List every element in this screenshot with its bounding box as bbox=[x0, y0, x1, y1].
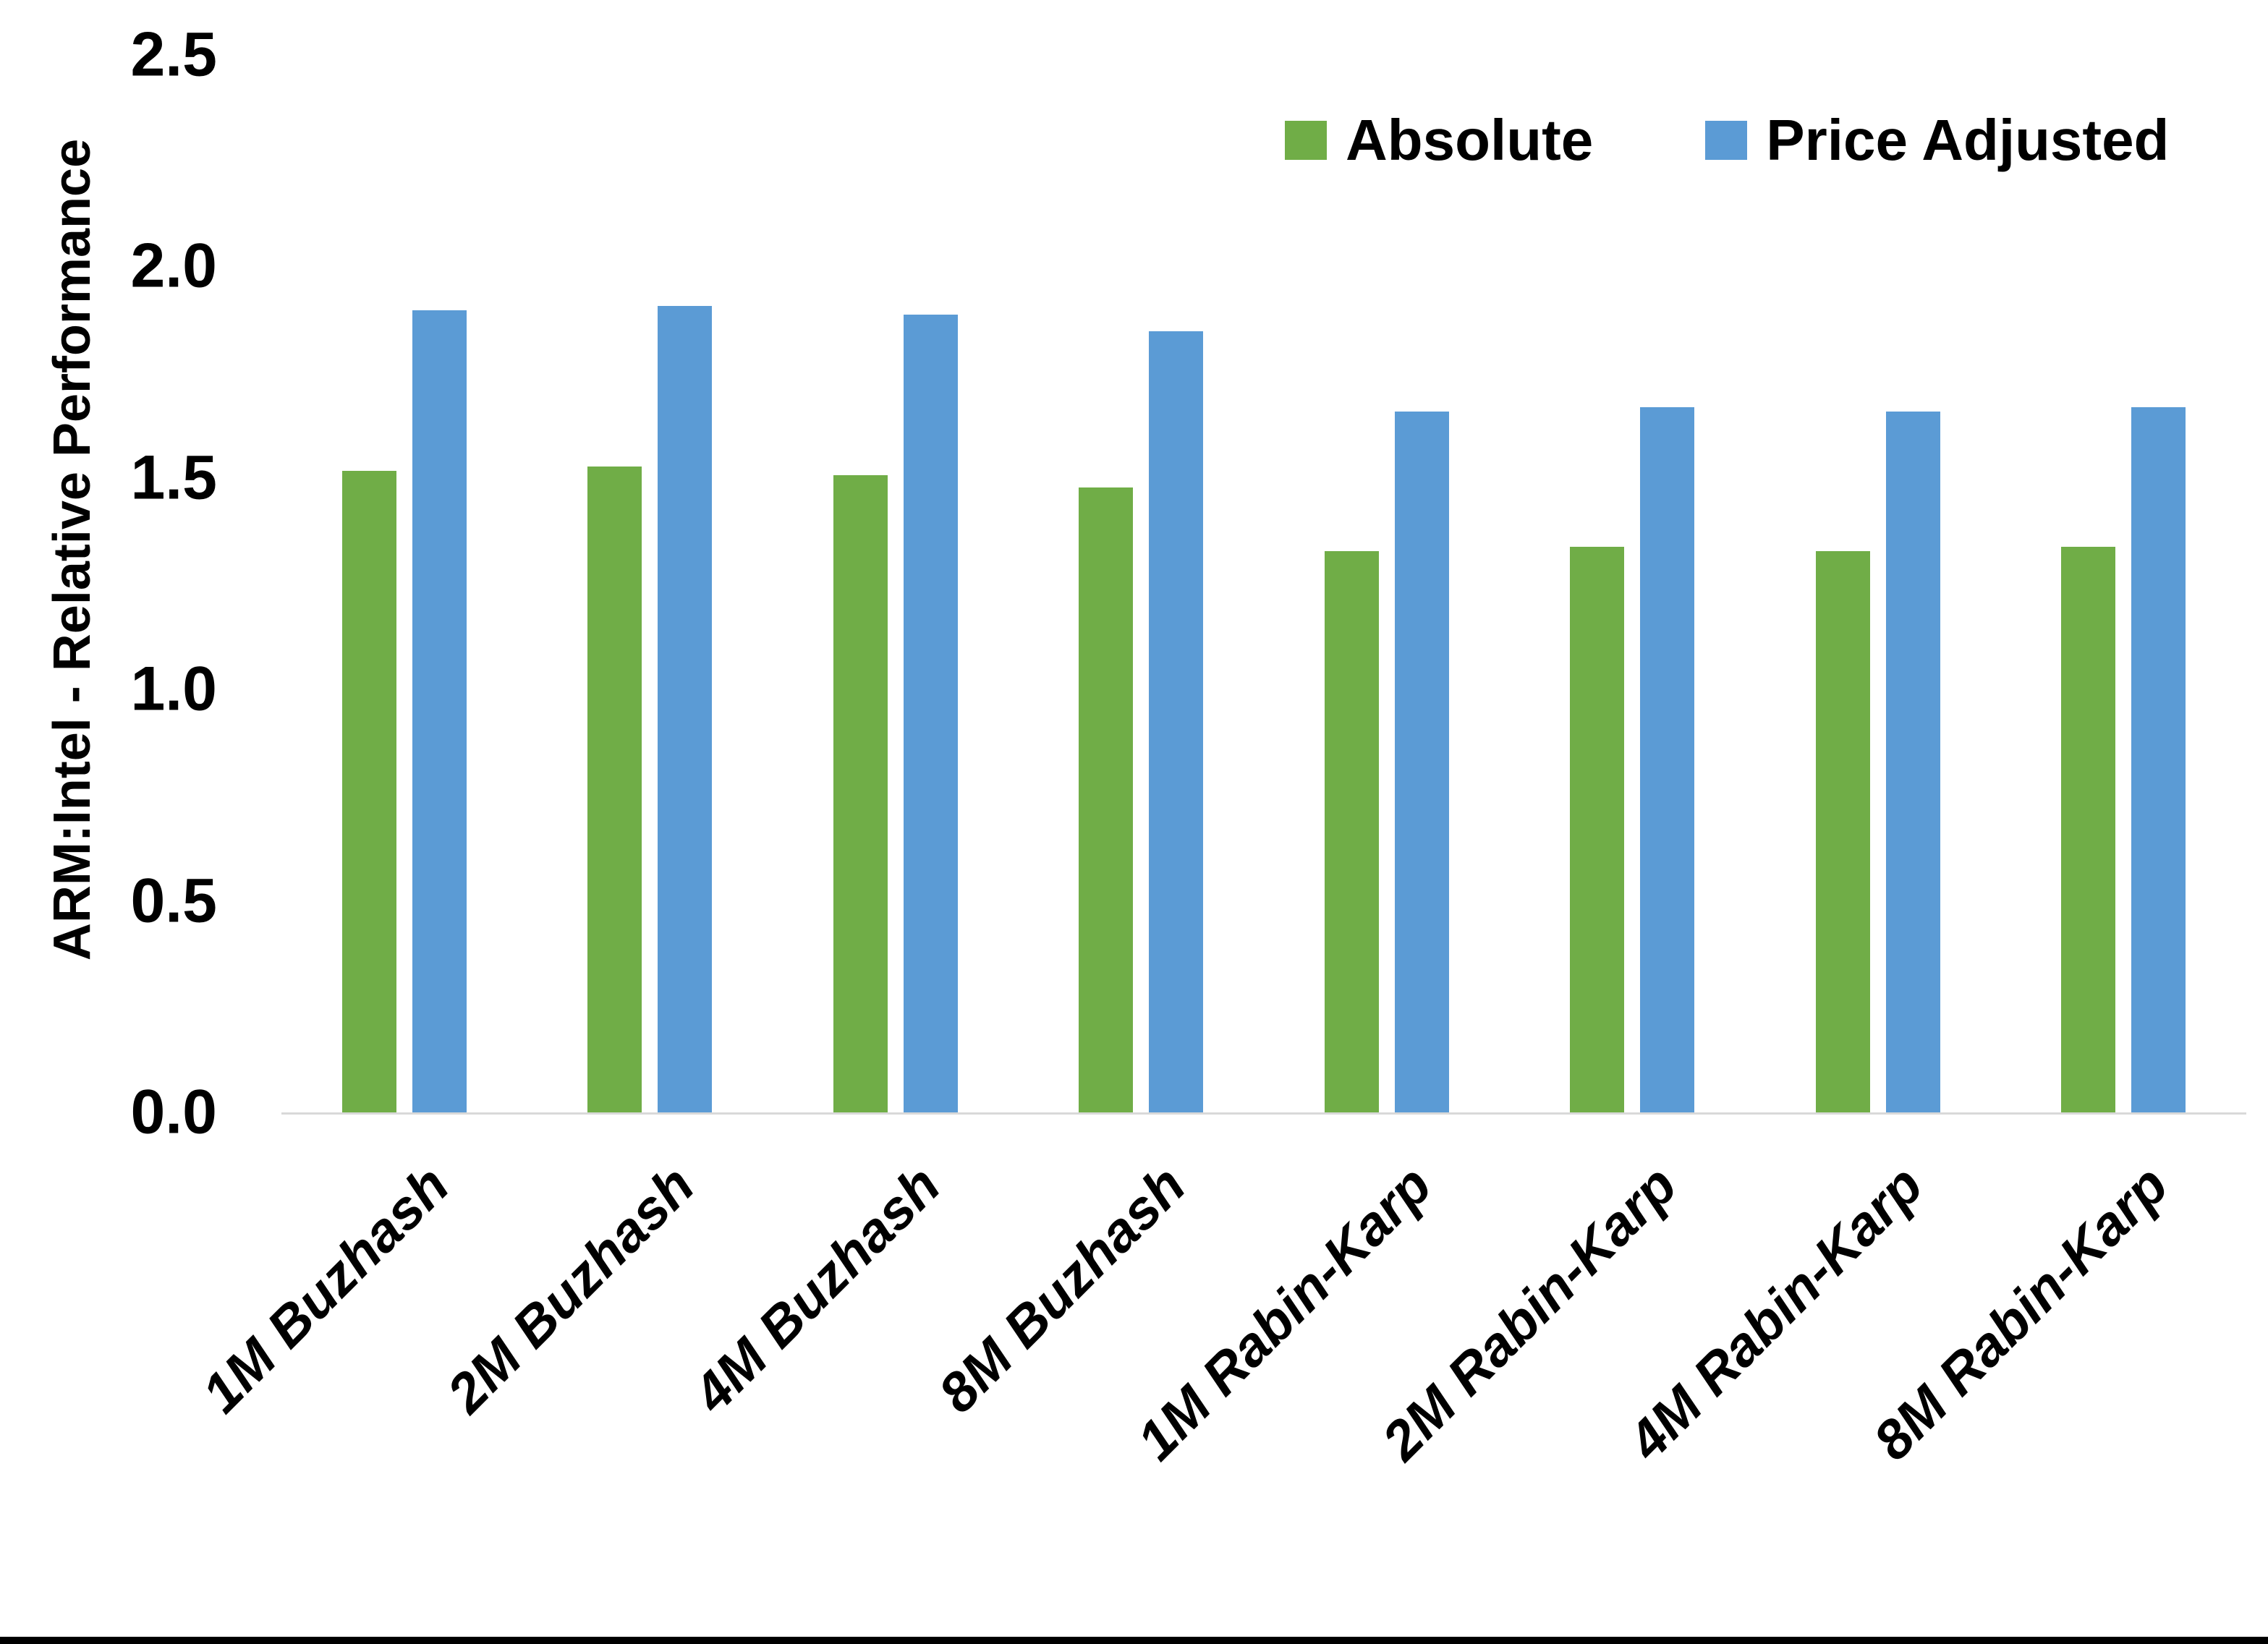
y-axis-tick-label: 1.0 bbox=[130, 654, 217, 724]
bar-absolute-8m-rabin-karp bbox=[2061, 547, 2116, 1114]
bar-price-adjusted-8m-buzhash bbox=[1149, 331, 1204, 1114]
bar-price-adjusted-1m-buzhash bbox=[412, 310, 467, 1114]
legend-item-price-adjusted: Price Adjusted bbox=[1705, 107, 2169, 174]
bar-absolute-2m-buzhash bbox=[587, 467, 642, 1114]
y-axis-title: ARM:Intel - Relative Performance bbox=[43, 138, 101, 961]
bar-price-adjusted-4m-buzhash bbox=[903, 314, 958, 1114]
x-axis-label: 4M Rabin-Karp bbox=[1616, 1154, 1934, 1473]
bar-price-adjusted-4m-rabin-karp bbox=[1885, 412, 1940, 1114]
bar-absolute-1m-buzhash bbox=[341, 471, 396, 1114]
x-axis-label: 8M Buzhash bbox=[927, 1154, 1198, 1425]
x-axis-baseline bbox=[281, 1112, 2246, 1115]
x-axis-label: 1M Rabin-Karp bbox=[1125, 1154, 1443, 1473]
x-axis-label: 1M Buzhash bbox=[190, 1154, 461, 1425]
y-axis-tick-label: 0.0 bbox=[130, 1077, 217, 1147]
legend-swatch-absolute-icon bbox=[1285, 121, 1327, 160]
legend-label-absolute: Absolute bbox=[1346, 108, 1594, 172]
y-axis-tick-label: 2.0 bbox=[130, 231, 217, 301]
x-axis-label: 2M Rabin-Karp bbox=[1370, 1154, 1689, 1473]
y-axis-tick-label: 1.5 bbox=[130, 443, 217, 513]
bar-absolute-2m-rabin-karp bbox=[1570, 547, 1625, 1114]
bar-absolute-4m-buzhash bbox=[833, 474, 888, 1114]
bar-price-adjusted-8m-rabin-karp bbox=[2131, 407, 2186, 1114]
y-axis-tick-label: 2.5 bbox=[130, 20, 217, 90]
x-axis-label: 8M Rabin-Karp bbox=[1861, 1154, 2180, 1473]
bar-absolute-1m-rabin-karp bbox=[1324, 551, 1379, 1114]
legend-item-absolute: Absolute bbox=[1285, 107, 1593, 174]
bar-price-adjusted-2m-rabin-karp bbox=[1640, 407, 1695, 1114]
bar-price-adjusted-2m-buzhash bbox=[658, 306, 713, 1114]
bar-price-adjusted-1m-rabin-karp bbox=[1394, 412, 1449, 1114]
y-axis-tick-label: 0.5 bbox=[130, 866, 217, 936]
page-bottom-border bbox=[0, 1637, 2268, 1644]
legend: Absolute Price Adjusted bbox=[1285, 107, 2169, 174]
legend-label-price-adjusted: Price Adjusted bbox=[1766, 108, 2170, 172]
x-axis-label: 4M Buzhash bbox=[681, 1154, 952, 1425]
bar-absolute-4m-rabin-karp bbox=[1815, 551, 1870, 1114]
x-axis-label: 2M Buzhash bbox=[436, 1154, 707, 1425]
legend-swatch-price-adjusted-icon bbox=[1705, 121, 1748, 160]
bar-absolute-8m-buzhash bbox=[1079, 487, 1134, 1114]
